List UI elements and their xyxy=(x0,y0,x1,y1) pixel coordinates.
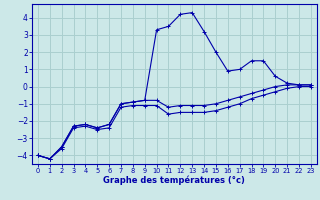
X-axis label: Graphe des températures (°c): Graphe des températures (°c) xyxy=(103,176,245,185)
